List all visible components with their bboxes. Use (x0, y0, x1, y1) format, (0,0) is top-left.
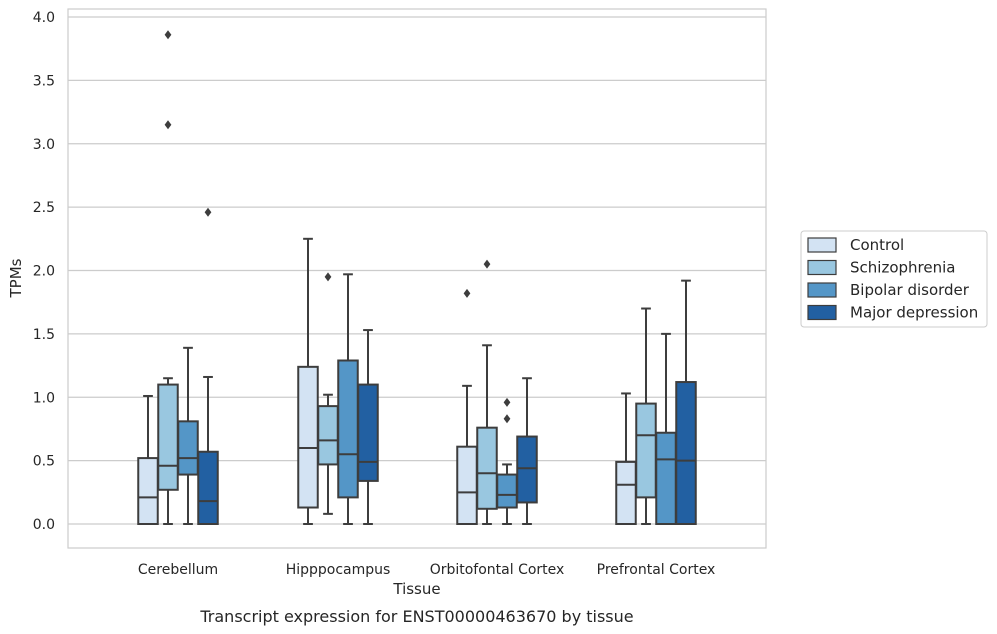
x-tick-label: Hipppocampus (286, 562, 391, 578)
outlier-point (483, 259, 491, 269)
iqr-box (157, 383, 179, 491)
legend-swatch (807, 259, 837, 276)
outlier-point (324, 272, 332, 282)
x-axis-ticks: Cerebellum Hipppocampus Orbitofontal Corte… (138, 562, 715, 578)
box-series (137, 30, 697, 526)
y-tick-label: 4.0 (33, 10, 55, 26)
y-tick-label: 3.0 (33, 137, 55, 153)
iqr-box (337, 359, 359, 499)
iqr-box (655, 431, 677, 525)
x-tick-label: Prefrontal Cortex (597, 562, 716, 578)
legend-entry-label: Major depression (850, 304, 978, 322)
y-tick-label: 1.5 (33, 327, 55, 343)
iqr-box (197, 450, 219, 525)
series-1 (157, 30, 657, 525)
box-plot-box (516, 377, 538, 525)
box-plot-box (635, 307, 657, 525)
legend-entry-label: Schizophrenia (850, 259, 955, 277)
box-plot-box (675, 279, 697, 526)
iqr-box (177, 420, 199, 476)
box-plot-box (317, 272, 339, 515)
iqr-box (137, 457, 159, 525)
box-plot-box (137, 394, 159, 525)
y-tick-label: 0.5 (33, 454, 55, 470)
iqr-box (297, 365, 319, 509)
series-0 (137, 237, 637, 525)
box-plot-box (615, 392, 637, 525)
outlier-point (503, 414, 511, 424)
box-plot-box (357, 329, 379, 525)
outlier-point (204, 207, 212, 217)
box-plot-box (476, 259, 498, 525)
box-plot-box (297, 237, 319, 525)
series-3 (197, 207, 697, 526)
iqr-box (516, 435, 538, 504)
iqr-box (635, 402, 657, 499)
y-axis-ticks: 0.0 0.5 1.0 1.5 2.0 2.5 3.0 3.5 4.0 (33, 10, 55, 533)
outlier-point (503, 397, 511, 407)
legend-swatch (807, 304, 837, 321)
iqr-box (357, 383, 379, 482)
y-tick-label: 0.0 (33, 517, 55, 533)
iqr-box (476, 426, 498, 510)
iqr-box (675, 381, 697, 526)
legend: Control Schizophrenia Bipolar disorder Majo… (800, 230, 988, 328)
y-tick-label: 2.0 (33, 264, 55, 280)
box-plot-box (197, 207, 219, 525)
legend-entry-label: Bipolar disorder (850, 281, 970, 299)
series-2 (177, 273, 677, 525)
outlier-point (164, 30, 172, 40)
legend-swatch (807, 282, 837, 298)
plot-area-frame (67, 8, 767, 549)
outlier-point (164, 120, 172, 130)
y-tick-label: 3.5 (33, 73, 55, 89)
x-tick-label: Orbitofontal Cortex (430, 562, 565, 578)
iqr-box (317, 405, 339, 466)
y-axis-label: TPMs (7, 258, 25, 298)
legend-frame (800, 230, 988, 328)
y-tick-label: 2.5 (33, 200, 55, 216)
y-tick-label: 1.0 (33, 390, 55, 406)
outlier-point (463, 288, 471, 298)
chart-caption: Transcript expression for ENST0000046367… (199, 607, 633, 626)
iqr-box (456, 445, 478, 525)
iqr-box (496, 473, 518, 509)
x-tick-label: Cerebellum (138, 562, 218, 578)
legend-entry-label: Control (850, 236, 904, 254)
iqr-box (615, 460, 637, 525)
legend-swatch (807, 237, 837, 253)
x-axis-label: Tissue (392, 580, 440, 598)
box-plot-box (177, 346, 199, 525)
